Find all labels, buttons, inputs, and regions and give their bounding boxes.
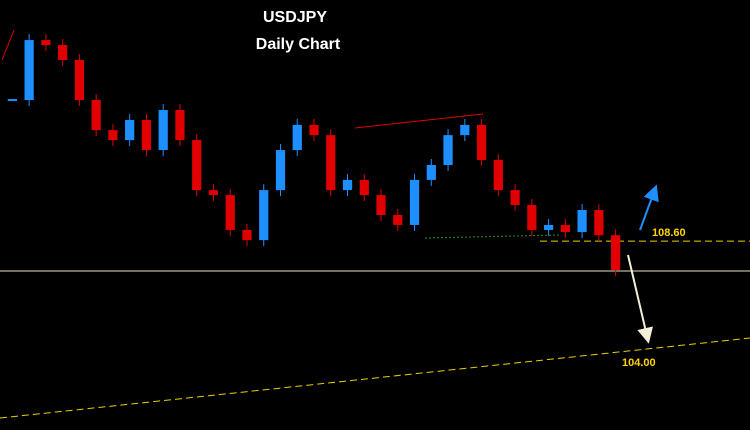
candle [58, 45, 68, 60]
candle [342, 179, 353, 191]
down-arrow [627, 254, 653, 344]
candle [510, 190, 520, 206]
candle [460, 124, 470, 136]
channel-line [354, 113, 484, 129]
candle [175, 109, 185, 141]
candle [24, 40, 34, 101]
candle [91, 100, 101, 131]
trend-line [0, 337, 750, 419]
candle [225, 195, 235, 230]
candle [527, 205, 537, 230]
candle [192, 140, 202, 191]
level-label: 108.60 [652, 227, 686, 239]
candle [309, 124, 319, 136]
candle [594, 210, 604, 236]
candle [108, 130, 118, 141]
candle [208, 190, 219, 196]
candle [141, 119, 152, 151]
candle [476, 124, 487, 161]
candle [41, 40, 51, 46]
candle [7, 99, 17, 102]
candle [409, 179, 420, 225]
candle [543, 224, 554, 230]
candle [259, 190, 269, 241]
candle [443, 135, 453, 165]
candle [577, 210, 587, 233]
chart-subtitle: Daily Chart [256, 36, 341, 53]
candle [242, 229, 252, 241]
candle [74, 59, 85, 101]
candle [426, 164, 436, 180]
channel-line [1, 29, 15, 61]
candle [560, 224, 570, 233]
candle [292, 124, 302, 151]
candle [125, 119, 135, 141]
candle [611, 235, 621, 270]
candle [493, 160, 503, 191]
candle [158, 109, 168, 151]
chart-title: USDJPY [263, 9, 327, 26]
candle [326, 135, 336, 191]
candle [275, 150, 286, 191]
up-arrow [639, 184, 659, 231]
candle [393, 215, 403, 225]
support-line [424, 234, 561, 239]
candle [376, 195, 386, 215]
candle [359, 179, 369, 196]
level-label: 104.00 [622, 357, 656, 369]
